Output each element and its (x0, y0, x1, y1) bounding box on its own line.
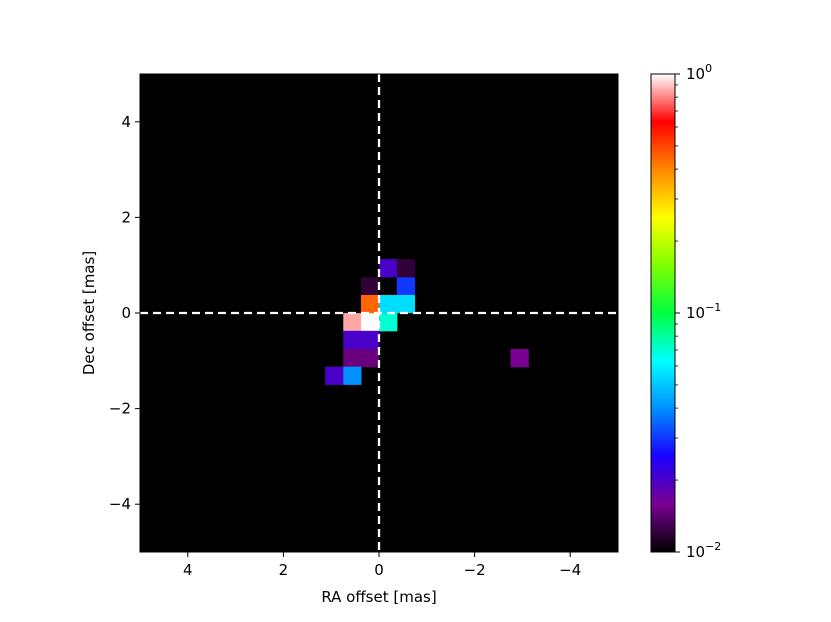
y-tick-label: −2 (109, 400, 131, 418)
heatmap-cell (343, 348, 362, 368)
heatmap-cell (360, 294, 380, 314)
heatmap-cell (360, 330, 380, 350)
colorbar-ticks (675, 73, 680, 553)
colorbar-gradient (651, 74, 675, 552)
colorbar-tick-label: 10−1 (686, 301, 721, 322)
y-tick-label: −4 (109, 495, 131, 513)
heatmap-cell (343, 330, 362, 350)
heatmap-cell (325, 348, 344, 368)
heatmap-cell (360, 348, 380, 368)
heatmap-cell (343, 366, 362, 385)
heatmap-cell (396, 294, 416, 314)
heatmap-cell (360, 313, 380, 332)
x-tick-label: 0 (374, 561, 384, 579)
heatmap-cell (360, 277, 380, 296)
heatmap-cell (396, 277, 416, 296)
x-axis-ticks: 4 2 0 −2 −4 (183, 552, 581, 579)
x-tick-label: 4 (183, 561, 193, 579)
colorbar: 100 10−1 10−2 (650, 62, 721, 561)
heatmap-cell (379, 313, 398, 332)
heatmap-plot-area (139, 73, 619, 553)
y-tick-label: 2 (121, 208, 131, 226)
heatmap-cell (379, 294, 398, 314)
heatmap-cell (343, 313, 362, 332)
x-tick-label: −2 (464, 561, 486, 579)
y-tick-label: 4 (121, 113, 131, 131)
x-axis-label: RA offset [mas] (321, 588, 436, 606)
heatmap-cells (325, 259, 529, 385)
colorbar-labels: 100 10−1 10−2 (686, 62, 721, 561)
heatmap-cell (379, 259, 398, 278)
colorbar-tick-label: 10−2 (686, 540, 721, 561)
x-tick-label: −4 (559, 561, 581, 579)
heatmap-cell (325, 366, 344, 385)
y-axis-ticks: 4 2 0 −2 −4 (109, 113, 140, 513)
heatmap-cell (396, 259, 416, 278)
y-tick-label: 0 (121, 304, 131, 322)
y-axis-label: Dec offset [mas] (80, 251, 98, 375)
heatmap-cell (510, 348, 529, 368)
x-tick-label: 2 (279, 561, 289, 579)
colorbar-tick-label: 100 (686, 62, 712, 83)
